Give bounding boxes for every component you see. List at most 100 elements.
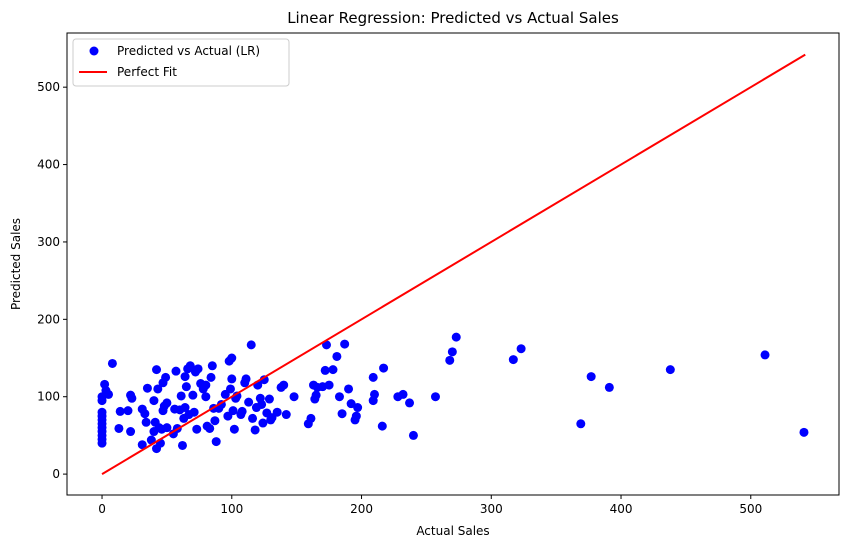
scatter-point <box>152 365 162 375</box>
axes-frame <box>66 32 840 496</box>
x-axis-label: Actual Sales <box>416 524 489 538</box>
scatter-point <box>799 427 809 437</box>
y-axis-label: Predicted Sales <box>9 218 23 310</box>
scatter-point <box>225 384 235 394</box>
scatter-point <box>279 380 289 390</box>
scatter-point <box>337 409 347 419</box>
y-tick-label: 500 <box>37 80 60 94</box>
scatter-point <box>192 424 202 434</box>
scatter-point <box>201 380 211 390</box>
legend-entry-scatter: Predicted vs Actual (LR) <box>117 44 260 58</box>
scatter-point <box>353 403 363 413</box>
scatter-point <box>140 409 150 419</box>
scatter-point <box>207 361 217 371</box>
chart-title: Linear Regression: Predicted vs Actual S… <box>287 9 619 27</box>
scatter-point <box>97 407 107 417</box>
scatter-point <box>244 397 254 407</box>
scatter-point <box>377 421 387 431</box>
scatter-point <box>586 372 596 382</box>
scatter-point <box>379 363 389 373</box>
scatter-point <box>201 392 211 402</box>
scatter-point <box>430 392 440 402</box>
scatter-point <box>115 406 125 416</box>
x-tick-label: 400 <box>610 502 633 516</box>
scatter-point <box>153 384 163 394</box>
y-tick-label: 200 <box>37 312 60 326</box>
scatter-point <box>311 390 321 400</box>
scatter-point <box>149 396 159 406</box>
scatter-point <box>604 382 614 392</box>
x-tick-label: 0 <box>98 502 106 516</box>
scatter-point <box>398 389 408 399</box>
y-tick-label: 300 <box>37 235 60 249</box>
scatter-point <box>258 418 268 428</box>
scatter-point <box>344 384 354 394</box>
scatter-point <box>237 406 247 416</box>
scatter-point <box>142 383 152 393</box>
scatter-point <box>445 355 455 365</box>
scatter-point <box>259 375 269 385</box>
y-tick-label: 100 <box>37 390 60 404</box>
scatter-point <box>306 413 316 423</box>
scatter-point <box>451 332 461 342</box>
scatter-point <box>141 417 151 427</box>
scatter-point <box>232 391 242 401</box>
scatter-point <box>246 340 256 350</box>
scatter-point <box>264 394 274 404</box>
scatter-point <box>320 365 330 375</box>
y-tick-label: 400 <box>37 158 60 172</box>
scatter-point <box>176 391 186 401</box>
scatter-point <box>508 355 518 365</box>
scatter-point <box>227 353 237 363</box>
scatter-point <box>127 393 137 403</box>
scatter-point <box>206 372 216 382</box>
scatter-point <box>346 399 356 409</box>
scatter-point <box>161 372 171 382</box>
scatter-point <box>185 361 195 371</box>
scatter-point <box>193 364 203 374</box>
scatter-point <box>228 406 238 416</box>
scatter-point <box>248 413 258 423</box>
scatter-point <box>181 382 191 392</box>
scatter-point <box>334 392 344 402</box>
scatter-point <box>368 372 378 382</box>
scatter-point <box>205 423 215 433</box>
scatter-point <box>162 423 172 433</box>
scatter-point <box>370 389 379 399</box>
x-tick-label: 300 <box>480 502 503 516</box>
tick-layer: 0 100 200 300 400 500 0 100 200 300 400 500 <box>37 80 762 516</box>
scatter-point <box>272 407 282 417</box>
scatter-point <box>351 411 361 421</box>
scatter-point <box>250 425 260 435</box>
scatter-point <box>289 392 299 402</box>
scatter-point <box>126 427 136 437</box>
scatter-point <box>241 374 251 384</box>
scatter-point <box>576 419 586 429</box>
perfect-fit-line <box>101 53 806 475</box>
x-tick-label: 100 <box>220 502 243 516</box>
scatter-point <box>177 440 187 450</box>
scatter-point <box>189 407 199 417</box>
scatter-point <box>211 437 221 447</box>
legend: Predicted vs Actual (LR) Perfect Fit <box>72 38 290 87</box>
scatter-point <box>328 365 338 375</box>
x-tick-label: 200 <box>350 502 373 516</box>
scatter-point <box>104 389 114 399</box>
legend-marker-scatter <box>89 46 99 56</box>
scatter-point <box>405 398 415 408</box>
scatter-point <box>257 399 267 409</box>
data-layer <box>97 53 809 475</box>
scatter-point <box>180 403 190 413</box>
scatter-point <box>340 339 350 349</box>
scatter-point <box>137 440 147 450</box>
legend-entry-line: Perfect Fit <box>117 65 177 79</box>
plot-area: 0 100 200 300 400 500 0 100 200 300 400 500 <box>37 32 840 516</box>
scatter-point <box>760 350 770 360</box>
x-tick-label: 500 <box>739 502 762 516</box>
scatter-point <box>188 390 198 400</box>
scatter-point <box>665 365 675 375</box>
scatter-point <box>324 380 334 390</box>
scatter-point <box>281 410 291 420</box>
scatter-point <box>227 374 237 384</box>
